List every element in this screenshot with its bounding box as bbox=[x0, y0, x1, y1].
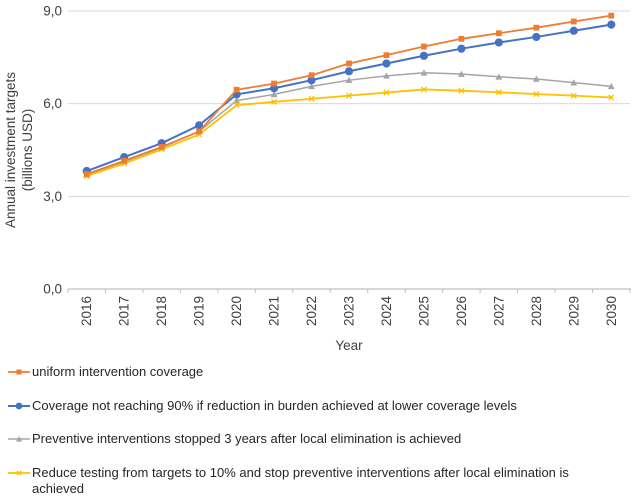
data-point-x bbox=[458, 87, 465, 94]
data-point-square bbox=[158, 144, 165, 150]
legend-item-reduce-testing: Reduce testing from targets to 10% and s… bbox=[8, 465, 622, 498]
legend-marker-triangle-icon bbox=[8, 436, 30, 442]
data-point-x bbox=[233, 102, 240, 109]
data-point-square bbox=[83, 171, 90, 177]
x-tick-label: 2018 bbox=[154, 296, 169, 326]
data-point-x bbox=[345, 92, 353, 99]
x-tick-label: 2025 bbox=[416, 296, 431, 326]
legend-marker-circle-icon bbox=[8, 402, 30, 409]
data-point-square bbox=[346, 60, 352, 67]
x-tick-label: 2029 bbox=[566, 296, 581, 326]
data-point-circle bbox=[607, 20, 616, 29]
legend-label: Reduce testing from targets to 10% and s… bbox=[32, 464, 569, 497]
data-point-triangle bbox=[607, 82, 615, 90]
legend-item-uniform-coverage: uniform intervention coverage bbox=[8, 364, 622, 381]
series-line-1 bbox=[86, 23, 612, 172]
series-line-2 bbox=[86, 72, 612, 176]
data-point-square bbox=[271, 80, 277, 87]
data-point-x bbox=[608, 94, 615, 101]
x-tick-label: 2027 bbox=[491, 296, 506, 326]
data-point-square bbox=[421, 43, 427, 50]
x-tick-label: 2028 bbox=[529, 296, 544, 326]
data-point-x bbox=[533, 91, 540, 98]
y-axis-title-line2: (billions USD) bbox=[20, 108, 35, 192]
legend-label: Coverage not reaching 90% if reduction i… bbox=[32, 397, 517, 413]
y-axis-title-line1: Annual investment targets bbox=[3, 71, 18, 229]
data-point-triangle bbox=[495, 73, 503, 80]
data-point-x bbox=[308, 95, 315, 102]
data-point-square bbox=[308, 72, 315, 79]
legend-marker-shape bbox=[16, 469, 22, 476]
y-tick-label: 0,0 bbox=[43, 282, 62, 297]
y-tick-label: 6,0 bbox=[43, 96, 62, 111]
data-point-x bbox=[420, 86, 427, 93]
line-chart-plot: 0,0 3,0 6,0 9,0 2016 2017 2018 2019 2020 2021 2022… bbox=[43, 4, 631, 327]
legend-marker-x-icon bbox=[8, 469, 30, 476]
data-point-square bbox=[608, 12, 615, 19]
data-point-triangle bbox=[570, 79, 578, 86]
x-tick-label: 2020 bbox=[229, 296, 244, 326]
x-tick-label: 2030 bbox=[604, 296, 619, 326]
data-point-circle bbox=[494, 38, 503, 47]
data-point-circle bbox=[569, 26, 578, 35]
data-point-triangle bbox=[270, 91, 278, 98]
x-tick-label: 2024 bbox=[379, 296, 394, 327]
data-point-circle bbox=[419, 51, 429, 60]
data-point-square bbox=[121, 157, 128, 164]
data-point-circle bbox=[344, 67, 354, 76]
x-tick-label: 2019 bbox=[192, 296, 207, 326]
x-tick-label: 2023 bbox=[342, 296, 357, 326]
y-tick-label: 9,0 bbox=[43, 4, 62, 19]
data-point-square bbox=[383, 52, 390, 59]
data-point-triangle bbox=[383, 72, 390, 79]
data-point-circle bbox=[457, 44, 466, 53]
data-point-square bbox=[495, 30, 502, 37]
x-tick-label: 2017 bbox=[117, 296, 132, 326]
data-point-square bbox=[533, 24, 540, 31]
x-tick-label: 2021 bbox=[267, 296, 282, 326]
data-point-triangle bbox=[420, 69, 428, 76]
x-tick-label: 2022 bbox=[304, 296, 319, 326]
data-point-circle bbox=[382, 59, 391, 68]
x-axis-title: Year bbox=[335, 338, 363, 353]
legend-marker-shape bbox=[15, 402, 23, 409]
data-point-circle bbox=[532, 32, 541, 42]
chart-legend: uniform intervention coverage Coverage n… bbox=[8, 364, 622, 501]
data-point-square bbox=[233, 86, 240, 93]
y-axis-title: Annual investment targets (billions USD) bbox=[2, 0, 36, 300]
data-point-triangle bbox=[532, 75, 540, 82]
data-point-circle bbox=[195, 121, 204, 130]
data-point-x bbox=[271, 98, 278, 105]
legend-label: Preventive interventions stopped 3 years… bbox=[32, 431, 462, 446]
data-point-square bbox=[570, 18, 577, 25]
series-line-3 bbox=[86, 88, 612, 177]
legend-item-coverage-not-reaching-90: Coverage not reaching 90% if reduction i… bbox=[8, 398, 622, 415]
legend-marker-square-icon bbox=[8, 369, 30, 375]
data-point-x bbox=[495, 89, 502, 96]
data-point-triangle bbox=[345, 76, 353, 83]
data-point-x bbox=[570, 92, 577, 99]
x-tick-label: 2026 bbox=[454, 296, 469, 326]
data-point-triangle bbox=[458, 70, 465, 77]
data-point-x bbox=[383, 89, 390, 96]
legend-item-preventive-stopped: Preventive interventions stopped 3 years… bbox=[8, 431, 622, 448]
data-point-triangle bbox=[233, 97, 240, 104]
y-tick-label: 3,0 bbox=[43, 189, 62, 204]
legend-marker-shape bbox=[16, 436, 22, 442]
x-tick-label: 2016 bbox=[79, 296, 94, 326]
data-point-square bbox=[458, 35, 465, 42]
data-point-triangle bbox=[308, 82, 315, 90]
legend-label: uniform intervention coverage bbox=[32, 364, 204, 379]
legend-marker-shape bbox=[16, 369, 22, 375]
data-point-square bbox=[196, 128, 203, 135]
